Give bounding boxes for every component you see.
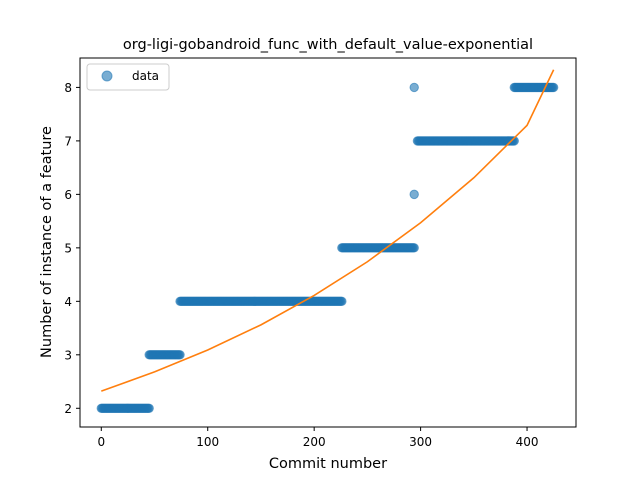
data-point — [175, 350, 185, 360]
x-tick-label: 100 — [196, 435, 219, 449]
plot-frame — [79, 57, 577, 428]
legend-marker-data — [101, 70, 113, 82]
x-tick-label: 400 — [516, 435, 539, 449]
y-axis-label: Number of instance of a feature — [39, 126, 55, 358]
data-point — [409, 82, 419, 93]
chart-title: org-ligi-gobandroid_func_with_default_va… — [123, 37, 533, 53]
x-axis-label: Commit number — [269, 456, 387, 472]
chart-marks — [96, 69, 559, 413]
x-tick-label: 0 — [97, 435, 105, 449]
data-point — [548, 82, 559, 93]
y-axis-ticks: 2 3 4 5 6 7 8 — [64, 81, 80, 416]
y-tick-label: 5 — [64, 241, 72, 255]
fit-line — [101, 69, 555, 392]
legend-label-data: data — [132, 69, 159, 83]
x-tick-label: 200 — [303, 435, 326, 449]
y-tick-label: 6 — [64, 188, 72, 202]
data-point — [144, 403, 154, 413]
y-tick-label: 2 — [64, 402, 72, 416]
data-point — [509, 136, 519, 146]
y-tick-label: 3 — [64, 348, 72, 362]
x-axis-ticks: 0 100 200 300 400 — [97, 427, 538, 449]
data-point — [409, 189, 419, 200]
legend: data — [86, 63, 170, 91]
data-point — [337, 296, 347, 307]
legend-box — [86, 63, 170, 91]
data-point — [409, 243, 419, 253]
y-tick-label: 8 — [64, 81, 72, 95]
x-tick-label: 300 — [409, 435, 432, 449]
y-tick-label: 7 — [64, 134, 72, 148]
y-tick-label: 4 — [64, 295, 72, 309]
